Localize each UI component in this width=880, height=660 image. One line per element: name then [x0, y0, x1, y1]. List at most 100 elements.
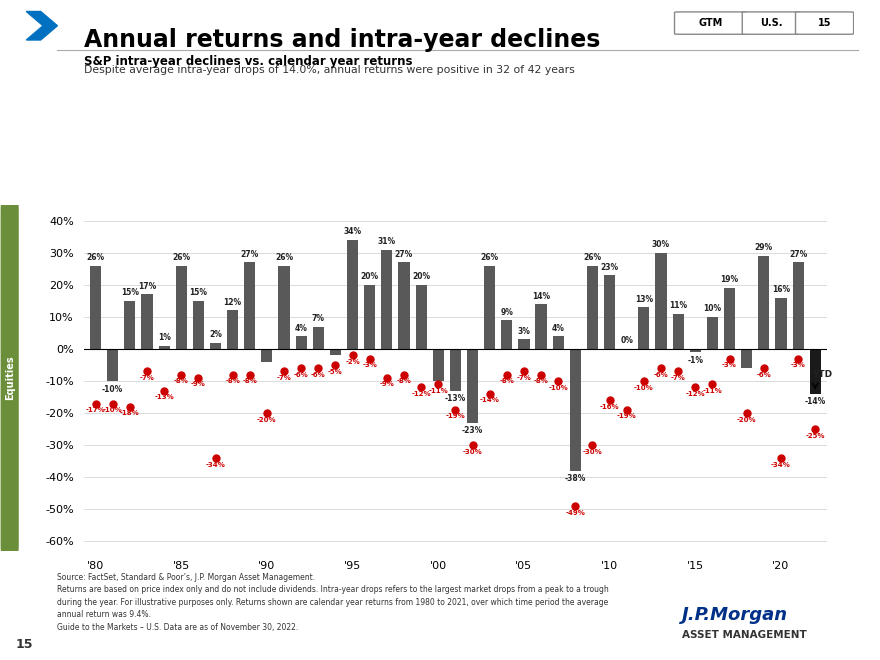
- Text: 26%: 26%: [275, 253, 293, 262]
- Text: Despite average intra-year drops of 14.0%, annual returns were positive in 32 of: Despite average intra-year drops of 14.0…: [84, 65, 575, 75]
- Text: -13%: -13%: [154, 394, 174, 400]
- Bar: [656, 253, 666, 349]
- Text: 20%: 20%: [412, 273, 430, 281]
- Text: 4%: 4%: [552, 323, 565, 333]
- Text: -6%: -6%: [757, 372, 771, 378]
- Bar: [793, 263, 803, 349]
- Text: 26%: 26%: [86, 253, 105, 262]
- Bar: [672, 314, 684, 349]
- Text: 15: 15: [818, 18, 832, 28]
- Text: -14%: -14%: [804, 397, 825, 407]
- Text: 16%: 16%: [772, 285, 790, 294]
- Text: -11%: -11%: [429, 388, 448, 394]
- Bar: [176, 265, 187, 349]
- Text: -9%: -9%: [379, 381, 394, 387]
- Text: YTD: YTD: [811, 370, 832, 380]
- Bar: [467, 349, 478, 423]
- Bar: [90, 265, 101, 349]
- Bar: [775, 298, 787, 349]
- Text: -8%: -8%: [397, 378, 412, 384]
- Text: -7%: -7%: [671, 375, 686, 381]
- Text: 12%: 12%: [224, 298, 242, 307]
- Text: -6%: -6%: [654, 372, 669, 378]
- Text: 10%: 10%: [703, 304, 722, 313]
- Text: 23%: 23%: [600, 263, 619, 272]
- Bar: [107, 349, 118, 381]
- Text: -8%: -8%: [533, 378, 548, 384]
- Text: ASSET MANAGEMENT: ASSET MANAGEMENT: [682, 630, 807, 640]
- Text: Equities: Equities: [4, 356, 15, 400]
- Bar: [450, 349, 461, 391]
- Bar: [296, 336, 307, 349]
- Text: 7%: 7%: [312, 314, 325, 323]
- Text: 3%: 3%: [517, 327, 531, 336]
- Bar: [638, 308, 649, 349]
- Bar: [518, 339, 530, 349]
- Text: -2%: -2%: [345, 359, 360, 365]
- Text: -8%: -8%: [174, 378, 188, 384]
- Text: 27%: 27%: [395, 250, 413, 259]
- Text: -19%: -19%: [445, 413, 466, 420]
- Bar: [415, 285, 427, 349]
- Bar: [312, 327, 324, 349]
- Bar: [210, 343, 221, 349]
- Bar: [245, 263, 255, 349]
- Text: -34%: -34%: [206, 461, 225, 467]
- Text: -34%: -34%: [771, 461, 791, 467]
- Text: 26%: 26%: [583, 253, 602, 262]
- Bar: [707, 317, 718, 349]
- Bar: [278, 265, 290, 349]
- Bar: [124, 301, 136, 349]
- Text: 31%: 31%: [378, 237, 396, 246]
- Text: -10%: -10%: [548, 385, 568, 391]
- Bar: [502, 320, 512, 349]
- Bar: [536, 304, 546, 349]
- Text: 34%: 34%: [343, 227, 362, 236]
- Text: -23%: -23%: [462, 426, 483, 436]
- Bar: [330, 349, 341, 355]
- Text: 26%: 26%: [480, 253, 499, 262]
- Text: 13%: 13%: [634, 295, 653, 304]
- FancyBboxPatch shape: [743, 12, 801, 34]
- Text: -3%: -3%: [722, 362, 737, 368]
- Text: -30%: -30%: [583, 449, 602, 455]
- Text: -3%: -3%: [363, 362, 378, 368]
- FancyBboxPatch shape: [675, 12, 747, 34]
- Text: J.P.Morgan: J.P.Morgan: [682, 606, 788, 624]
- Text: 0%: 0%: [620, 337, 634, 345]
- Text: -7%: -7%: [276, 375, 291, 381]
- Text: -12%: -12%: [686, 391, 705, 397]
- Bar: [261, 349, 273, 362]
- Text: 29%: 29%: [755, 244, 773, 252]
- Text: U.S.: U.S.: [760, 18, 782, 28]
- Bar: [810, 349, 821, 394]
- Text: -10%: -10%: [634, 385, 654, 391]
- Bar: [741, 349, 752, 368]
- FancyBboxPatch shape: [796, 12, 854, 34]
- Text: -20%: -20%: [737, 416, 757, 422]
- Text: 27%: 27%: [789, 250, 807, 259]
- Bar: [227, 310, 238, 349]
- Bar: [433, 349, 444, 381]
- Text: GTM: GTM: [699, 18, 723, 28]
- Text: 4%: 4%: [295, 323, 308, 333]
- Bar: [724, 288, 735, 349]
- Text: 1%: 1%: [158, 333, 171, 343]
- Text: Source: FactSet, Standard & Poor’s, J.P. Morgan Asset Management.
Returns are ba: Source: FactSet, Standard & Poor’s, J.P.…: [57, 573, 609, 632]
- Text: -8%: -8%: [242, 378, 257, 384]
- Text: 20%: 20%: [361, 273, 378, 281]
- Text: -8%: -8%: [225, 378, 240, 384]
- Text: -25%: -25%: [805, 433, 825, 439]
- Bar: [587, 265, 598, 349]
- Bar: [484, 265, 495, 349]
- Text: -6%: -6%: [294, 372, 309, 378]
- Bar: [399, 263, 409, 349]
- Bar: [347, 240, 358, 349]
- Text: -10%: -10%: [103, 407, 122, 413]
- Text: 27%: 27%: [240, 250, 259, 259]
- Bar: [569, 349, 581, 471]
- Text: 2%: 2%: [209, 330, 222, 339]
- Text: 15%: 15%: [189, 288, 208, 297]
- Bar: [364, 285, 375, 349]
- Bar: [690, 349, 700, 352]
